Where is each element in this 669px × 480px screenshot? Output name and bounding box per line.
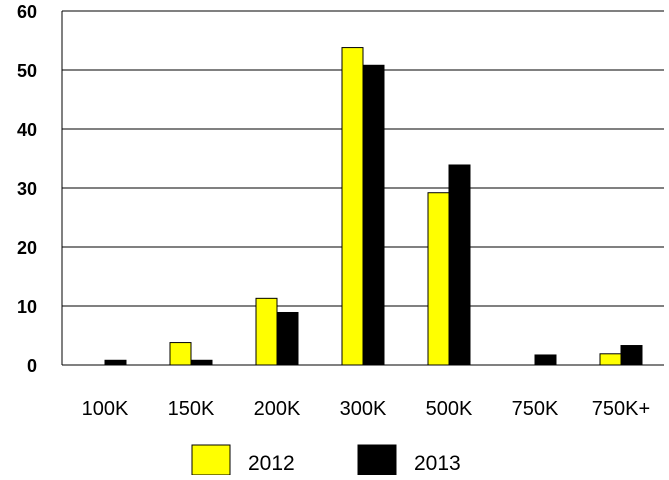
bars [104,47,643,366]
bar-2012-500k [427,192,450,366]
bar-2013-300k [362,64,385,366]
x-tick-label: 300K [340,398,387,420]
x-tick-label: 750K+ [592,398,650,420]
y-tick-label: 0 [27,356,37,376]
x-tick-label: 750K [512,398,559,420]
y-tick-label: 60 [17,2,37,22]
x-tick-label: 150K [168,398,215,420]
bar-2013-500k [448,164,471,366]
x-tick-label: 200K [254,398,301,420]
y-tick-label: 30 [17,179,37,199]
bar-2013-750k [534,354,557,366]
legend: 2012 2013 [191,444,461,476]
bar-2012-150k [169,342,192,366]
y-tick-label: 10 [17,297,37,317]
y-tick-label: 40 [17,120,37,140]
x-tick-label: 100K [82,398,129,420]
legend-swatch-2012 [191,444,231,476]
axes: 0 10 20 30 40 50 60 100K 150K 200K 300K 500K 750K 750… [17,2,664,420]
legend-label-2013: 2013 [414,452,461,475]
y-tick-label: 20 [17,238,37,258]
bar-2012-300k [341,47,364,366]
legend-label-2012: 2012 [248,452,295,475]
bar-2012-750k-plus [599,353,622,366]
x-tick-label: 500K [426,398,473,420]
y-tick-label: 50 [17,61,37,81]
bar-2013-750k-plus [620,345,643,366]
bar-2013-100k [104,359,127,366]
bar-2012-200k [255,297,278,366]
bar-2013-150k [190,359,213,366]
bar-2013-200k [276,311,299,366]
legend-swatch-2013 [357,444,397,476]
